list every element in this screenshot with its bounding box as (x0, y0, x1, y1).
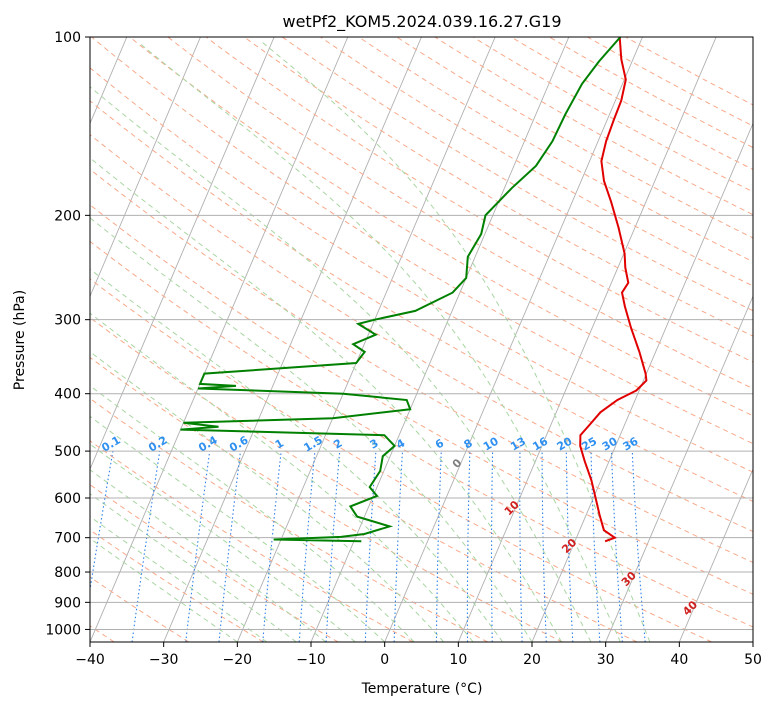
x-axis-title: Temperature (°C) (361, 681, 483, 697)
plot-frame (89, 36, 754, 643)
mixing-ratio-line (185, 451, 211, 642)
isotherm-line (384, 37, 643, 642)
isotherm-line (531, 122, 753, 642)
dry-adiabat-line (282, 37, 753, 312)
background-lines (90, 37, 753, 642)
moist-adiabat-line (90, 312, 474, 642)
plot-background (90, 37, 753, 642)
dry-adiabat-line (510, 37, 753, 171)
dry-adiabat-line (90, 278, 712, 642)
mixing-ratio-line (298, 451, 316, 642)
x-tick-label: 30 (597, 652, 615, 668)
y-tick-label: 500 (54, 444, 81, 460)
mixing-ratio-line (262, 451, 282, 642)
dry-adiabat-line (90, 440, 414, 642)
y-tick-label: 300 (54, 313, 81, 329)
dry-adiabat-line (549, 37, 753, 149)
dry-adiabat-line (205, 37, 753, 363)
isotherm-line (752, 640, 753, 642)
dry-adiabat-line (90, 168, 753, 563)
dry-adiabat-line (90, 240, 753, 628)
pressure-gridlines (90, 37, 753, 630)
x-axis: −40 −30 −20 −10 0 10 20 30 40 50 (75, 642, 762, 668)
dry-adiabat-line (90, 134, 753, 533)
x-tick-label: −40 (75, 652, 105, 668)
dry-adiabat-line (90, 100, 753, 502)
isotherm-line (605, 295, 753, 642)
x-tick-label: 0 (380, 652, 389, 668)
moist-adiabat-line (90, 515, 268, 642)
isotherm-line (90, 37, 201, 298)
moist-adiabat-line (90, 415, 386, 642)
moist-adiabat-line (90, 537, 238, 642)
dewpoint-profile-line (180, 37, 622, 543)
moist-adiabat-line (261, 41, 651, 642)
mixing-ratio-line (90, 451, 114, 594)
dry-adiabat-line (396, 37, 753, 239)
sounding-series (180, 37, 648, 543)
dry-adiabat-line (320, 37, 753, 287)
chart-title: wetPf2_KOM5.2024.039.16.27.G19 (282, 12, 561, 32)
moist-adiabat-line (90, 157, 562, 642)
y-tick-label: 400 (54, 387, 81, 403)
isotherm-line (457, 37, 717, 642)
x-tick-label: −20 (223, 652, 253, 668)
y-tick-label: 1000 (45, 622, 81, 638)
mixing-ratio-line (631, 451, 646, 642)
y-tick-label: 100 (54, 30, 81, 46)
dry-adiabat-line (90, 67, 753, 473)
moist-adiabat-line (90, 469, 327, 642)
temperature-profile-line (579, 37, 648, 543)
isotherm-line (90, 37, 349, 642)
moist-adiabat-line (90, 443, 356, 642)
dry-adiabat-line (434, 37, 753, 216)
x-tick-label: 20 (523, 652, 541, 668)
dry-adiabat-line (167, 37, 753, 390)
isotherm-line (163, 37, 422, 642)
dry-adiabat-line (91, 37, 753, 445)
y-tick-label: 700 (54, 531, 81, 547)
y-tick-label: 600 (54, 491, 81, 507)
moist-adiabat-line (90, 86, 592, 642)
x-tick-label: −10 (296, 652, 326, 668)
moist-adiabat-line (90, 351, 444, 642)
y-tick-label: 800 (54, 565, 81, 581)
y-tick-label: 200 (54, 208, 81, 224)
mixing-ratio-line (218, 451, 242, 642)
x-tick-label: 40 (670, 652, 688, 668)
dry-adiabat-line (90, 484, 339, 642)
x-tick-label: 10 (449, 652, 467, 668)
y-axis: 100 200 300 400 500 600 700 800 900 1000 (45, 30, 90, 638)
mixing-ratio-line (131, 451, 161, 642)
x-tick-label: 50 (744, 652, 762, 668)
y-axis-title: Pressure (hPa) (12, 290, 28, 390)
x-tick-label: −30 (149, 652, 179, 668)
dry-adiabat-line (129, 37, 753, 417)
isotherm-line (678, 467, 753, 642)
isotherm-line (90, 37, 275, 471)
moist-adiabat-line (137, 41, 621, 642)
moist-adiabat-line (90, 217, 533, 642)
y-tick-label: 900 (54, 595, 81, 611)
